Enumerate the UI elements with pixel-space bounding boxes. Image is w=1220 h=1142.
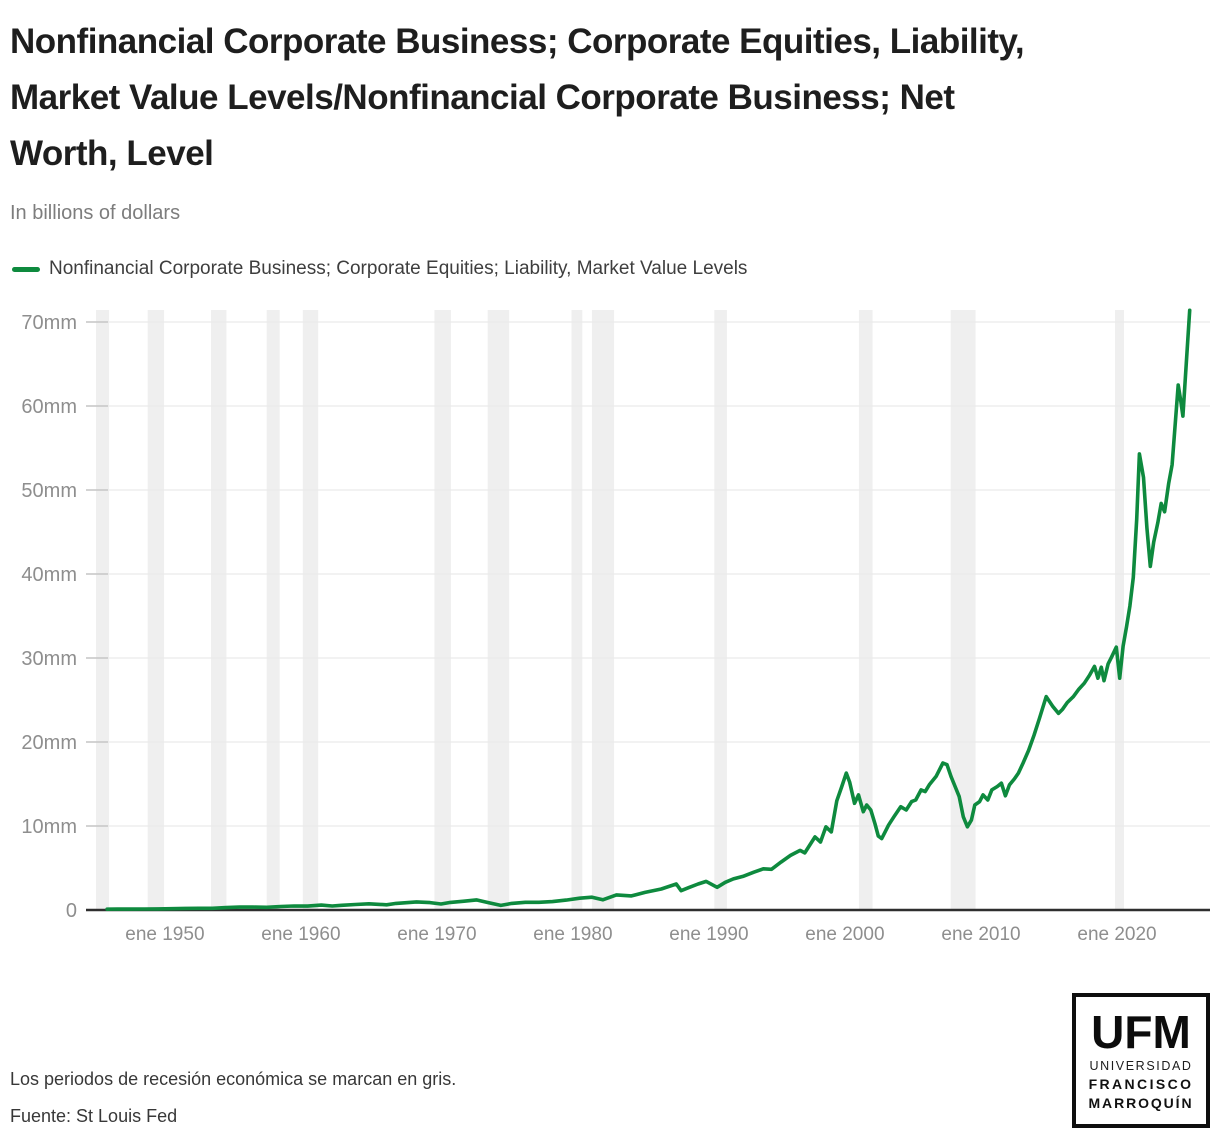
recession-band: [858, 310, 873, 910]
ufm-logo-universidad: UNIVERSIDAD: [1089, 1058, 1193, 1073]
recession-band: [571, 310, 583, 910]
x-axis-label: ene 2000: [805, 924, 884, 945]
page-title-line-1: Nonfinancial Corporate Business; Corpora…: [10, 22, 1025, 61]
y-axis-label: 0: [66, 900, 77, 922]
x-axis-label: ene 1990: [669, 924, 748, 945]
y-axis-label: 60mm: [21, 396, 77, 418]
source-note: Fuente: St Louis Fed: [10, 1106, 178, 1126]
chart-subtitle: In billions of dollars: [10, 202, 181, 224]
recession-band: [211, 310, 227, 910]
x-axis-label: ene 2010: [941, 924, 1020, 945]
page-title-line-3: Worth, Level: [10, 134, 214, 173]
y-axis-label: 70mm: [21, 312, 77, 334]
ufm-logo-francisco: FRANCISCO: [1088, 1075, 1194, 1092]
x-axis-label: ene 1980: [533, 924, 612, 945]
y-axis-label: 10mm: [21, 816, 77, 838]
recession-note: Los periodos de recesión económica se ma…: [10, 1069, 457, 1089]
recession-band: [302, 310, 319, 910]
y-axis-label: 50mm: [21, 480, 77, 502]
y-axis-label: 20mm: [21, 732, 77, 754]
recession-band: [714, 310, 727, 910]
line-chart-canvas: 0 10mm 20mm 30mm 40mm 50mm 60mm 70mm ene 1950 ene…: [21, 308, 1210, 945]
recession-band: [147, 310, 165, 910]
recession-band: [487, 310, 510, 910]
recession-band: [434, 310, 451, 910]
page-title-line-2: Market Value Levels/Nonfinancial Corpora…: [10, 78, 955, 117]
data-line: [105, 308, 1192, 912]
recession-band: [96, 310, 110, 910]
legend-line-swatch: [12, 266, 40, 272]
recession-band: [1115, 310, 1124, 910]
recession-band: [266, 310, 280, 910]
y-axis-label: 40mm: [21, 564, 77, 586]
page-title: Nonfinancial Corporate Business; Corpora…: [10, 14, 1215, 182]
ufm-logo-marroquin: MARROQUÍN: [1088, 1094, 1194, 1111]
x-axis-label: ene 1960: [261, 924, 340, 945]
ufm-logo: UFM UNIVERSIDAD FRANCISCO MARROQUÍN: [1072, 993, 1210, 1128]
x-axis-label: ene 1970: [397, 924, 476, 945]
x-axis-label: ene 1950: [125, 924, 204, 945]
legend-label: Nonfinancial Corporate Business; Corpora…: [49, 258, 748, 279]
y-axis-label: 30mm: [21, 648, 77, 670]
x-axis-label: ene 2020: [1077, 924, 1156, 945]
recession-band: [591, 310, 615, 910]
ufm-logo-acronym: UFM: [1091, 1006, 1191, 1059]
legend: Nonfinancial Corporate Business; Corpora…: [12, 258, 747, 280]
